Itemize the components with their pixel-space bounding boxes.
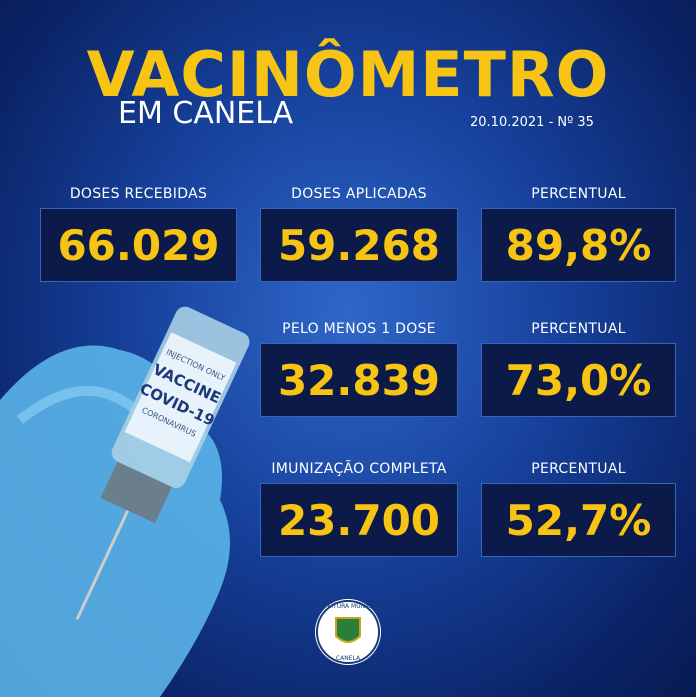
stat-label: PERCENTUAL xyxy=(531,321,626,337)
title: VACINÔMETRO xyxy=(86,38,610,111)
stat-value: 23.700 xyxy=(260,483,458,557)
stat-label: IMUNIZAÇÃO COMPLETA xyxy=(271,461,447,477)
stat-label: PELO MENOS 1 DOSE xyxy=(282,321,436,337)
logo-text: CANELA xyxy=(336,655,361,662)
date: 20.10.2021 - Nº 35 xyxy=(470,115,594,130)
vial: INJECTION ONLY VACCINE COVID-19 CORONAVI… xyxy=(75,306,250,621)
stat-value: 73,0% xyxy=(481,343,676,417)
stat-value: 66.029 xyxy=(40,208,237,282)
stat-label: DOSES APLICADAS xyxy=(291,186,427,202)
stat-label: PERCENTUAL xyxy=(531,461,626,477)
stat-value: 52,7% xyxy=(481,483,676,557)
stat-label: PERCENTUAL xyxy=(531,186,626,202)
logo-text: PREFEITURA MUNICIPAL xyxy=(312,603,384,610)
subtitle: EM CANELA xyxy=(118,96,294,131)
stat-value: 32.839 xyxy=(260,343,458,417)
stat-value: 59.268 xyxy=(260,208,458,282)
logo: PREFEITURA MUNICIPAL CANELA xyxy=(312,599,384,665)
stat-value: 89,8% xyxy=(481,208,676,282)
stat-label: DOSES RECEBIDAS xyxy=(69,186,208,202)
